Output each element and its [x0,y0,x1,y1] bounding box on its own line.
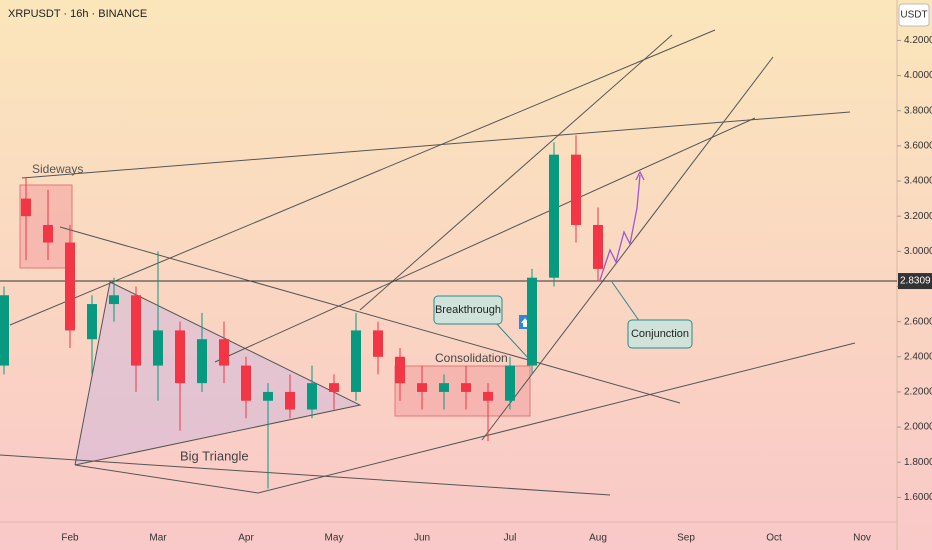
y-tick-label: 2.2000 [904,387,932,398]
annotation: Big Triangle [180,448,249,463]
candle-body [241,365,251,401]
candle-body [21,198,31,217]
callout [627,319,693,349]
candle-body [219,339,229,366]
candle-body [153,330,163,366]
currency: USDT [900,10,927,21]
candle-body [197,339,207,384]
y-tick-label: 2.6000 [904,316,932,327]
y-tick-label: 3.2000 [904,211,932,222]
annotation: Conjunction [631,328,689,340]
x-tick-label: Nov [853,533,871,544]
trend-line [0,454,611,496]
candle-body [43,224,53,243]
candle-body [505,365,515,401]
trend-line [481,56,774,441]
candle-body [307,383,317,410]
candle-body [131,295,141,366]
candle-body [263,391,273,401]
chart-title: XRPUSDT · 16h · BINANCE [8,8,147,20]
annotation: Consolidation [435,351,508,365]
candle-body [0,295,9,366]
candle-body [527,277,537,366]
candle-body [175,330,185,384]
trend-line [59,226,681,404]
y-tick-label: 1.8000 [904,457,932,468]
y-tick-label: 3.4000 [904,176,932,187]
candle-body [109,295,119,305]
x-tick-label: Sep [677,533,695,544]
annotation: Breakthrough [435,304,501,316]
x-tick-label: Feb [61,533,79,544]
price-tag-label: 2.8309 [900,276,931,287]
candle-body [329,383,339,392]
candle-body [373,330,383,357]
trend-line [359,34,673,311]
annotation: Sideways [32,162,83,176]
candle-body [65,242,75,331]
trend-line [21,111,851,179]
y-tick-label: 2.0000 [904,422,932,433]
candle-body [461,383,471,392]
trend-line [9,29,716,326]
callout-pointer [494,321,531,361]
candle-body [549,154,559,278]
y-tick-label: 1.6000 [904,492,932,503]
trend-line [214,117,756,363]
price-tag [898,273,932,290]
candle-body [351,330,361,392]
candle-body [483,391,493,401]
x-tick-label: Mar [149,533,167,544]
x-tick-label: Jun [414,533,430,544]
currency-box [898,3,930,27]
candle-body [285,391,295,410]
y-tick-label: 3.8000 [904,105,932,116]
projection [599,174,641,281]
x-tick-label: May [325,533,344,544]
triangle-fill [75,282,360,465]
callout [433,295,503,325]
candle-body [439,383,449,392]
y-tick-label: 4.0000 [904,70,932,81]
x-tick-label: Apr [238,533,254,544]
y-tick-label: 2.4000 [904,351,932,362]
y-tick-label: 3.6000 [904,141,932,152]
callout-pointer [611,281,641,323]
y-tick-label: 4.2000 [904,35,932,46]
trend-line [74,342,856,494]
y-tick-label: 3.0000 [904,246,932,257]
candle-body [395,356,405,384]
x-tick-label: Oct [766,533,782,544]
candle-body [417,383,427,392]
candle-body [571,154,581,225]
candle-body [87,304,97,340]
candle-body [593,224,603,269]
x-tick-label: Aug [589,533,607,544]
projection-arrow [635,170,645,181]
x-tick-label: Jul [504,533,517,544]
